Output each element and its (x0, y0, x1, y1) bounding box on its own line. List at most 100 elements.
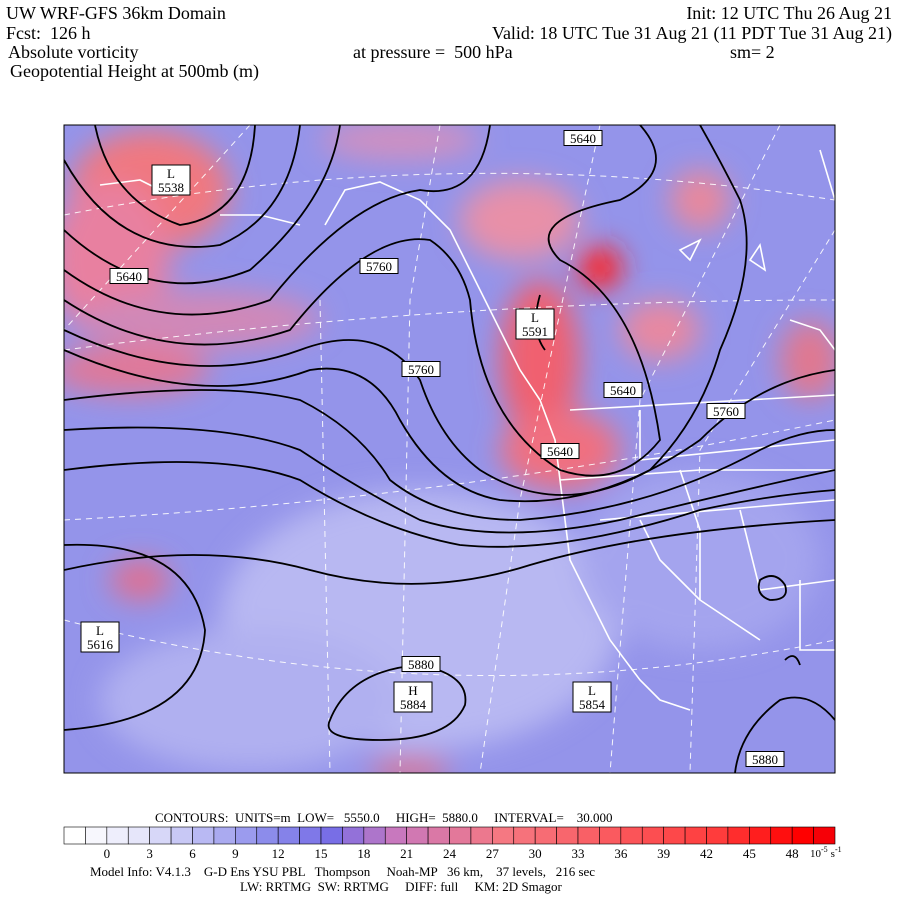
label-box (745, 751, 785, 767)
colorbar-swatch (342, 826, 365, 845)
label-box (706, 403, 746, 419)
colorbar-swatch (513, 826, 536, 845)
unit-sub-exp: -1 (835, 845, 842, 854)
map-frame (63, 124, 836, 774)
colorbar-swatch (641, 826, 664, 845)
colorbar-swatch (235, 826, 258, 845)
center-value: 5884 (400, 697, 427, 712)
map (64, 125, 835, 773)
field-name: Absolute vorticity (8, 42, 138, 62)
center-kind: L (588, 683, 596, 698)
colorbar-swatch (213, 826, 236, 845)
init-time: Init: 12 UTC Thu 26 Aug 21 (686, 3, 892, 23)
colorbar-unit: 10-5 s-1 (810, 845, 842, 860)
colorbar-swatch (770, 826, 793, 845)
colorbar: 0 3 6 9 12 15 18 21 24 27 30 33 36 39 42 45 48 (63, 826, 836, 861)
unit: s (831, 848, 835, 860)
colorbar-tick-label: 18 (357, 846, 370, 861)
label-box (401, 656, 441, 672)
center-kind: L (167, 166, 175, 181)
colorbar-tick-label: 3 (146, 846, 153, 861)
colorbar-tick-label: 48 (786, 846, 799, 861)
colorbar-swatch (106, 826, 129, 845)
colorbar-tick-label: 6 (189, 846, 196, 861)
unit-exp: -5 (821, 845, 828, 854)
colorbar-tick-label: 0 (104, 846, 111, 861)
pressure-level: at pressure = 500 hPa (353, 42, 513, 62)
label-box (359, 258, 399, 274)
label-box (109, 268, 149, 284)
colorbar-swatch (256, 826, 279, 845)
colorbar-swatch (127, 826, 150, 845)
contour-label: 5640 (570, 131, 596, 146)
colorbar-swatch (384, 826, 407, 845)
colorbar-swatch (192, 826, 215, 845)
colorbar-tick-label: 27 (486, 846, 500, 861)
contour-label: 5760 (713, 404, 739, 419)
label-box (80, 621, 120, 653)
physics-info: LW: RRTMG SW: RRTMG DIFF: full KM: 2D Sm… (240, 879, 563, 894)
colorbar-tick-label: 33 (572, 846, 585, 861)
colorbar-swatch (556, 826, 579, 845)
contour-label: 5640 (116, 269, 142, 284)
center-value: 5616 (87, 637, 114, 652)
contour-label: 5760 (366, 259, 392, 274)
colorbar-swatch (577, 826, 600, 845)
colorbar-swatch (406, 826, 429, 845)
colorbar-tick-label: 12 (272, 846, 285, 861)
contour-labels: 564056405760576056405760564058805880L553… (80, 130, 785, 767)
colorbar-swatch (427, 826, 450, 845)
center-value: 5854 (579, 697, 606, 712)
label-box (151, 164, 191, 196)
colorbar-swatch (170, 826, 193, 845)
colorbar-swatch (449, 826, 472, 845)
contour-label: 5640 (547, 444, 573, 459)
colorbar-tick-label: 21 (400, 846, 413, 861)
colorbar-swatch (85, 826, 108, 845)
center-kind: H (408, 683, 417, 698)
colorbar-swatch (492, 826, 515, 845)
smoothing: sm= 2 (730, 42, 775, 62)
colorbar-swatch (363, 826, 386, 845)
center-value: 5538 (158, 180, 184, 195)
contour-label: 5880 (752, 752, 778, 767)
colorbar-swatch (813, 826, 836, 845)
colorbar-swatch (663, 826, 686, 845)
colorbar-tick-label: 39 (657, 846, 670, 861)
contour-label: 5640 (610, 383, 636, 398)
unit-base: 10 (810, 848, 822, 860)
colorbar-swatch (620, 826, 643, 845)
colorbar-tick-label: 24 (443, 846, 457, 861)
contour-label: 5760 (408, 362, 434, 377)
colorbar-swatch (299, 826, 322, 845)
colorbar-swatch (470, 826, 493, 845)
label-box (572, 681, 612, 713)
colorbar-tick-label: 36 (614, 846, 628, 861)
model-info: Model Info: V4.1.3 G-D Ens YSU PBL Thomp… (90, 864, 595, 879)
colorbar-tick-label: 42 (700, 846, 713, 861)
colorbar-tick-label: 15 (315, 846, 328, 861)
label-box (515, 308, 555, 340)
center-value: 5591 (522, 324, 548, 339)
forecast-hour: Fcst: 126 h (6, 23, 91, 43)
colorbar-swatch (599, 826, 622, 845)
contour-label: 5880 (408, 657, 434, 672)
colorbar-tick-label: 9 (232, 846, 239, 861)
label-box (603, 382, 643, 398)
colorbar-swatch (749, 826, 772, 845)
label-box (393, 681, 433, 713)
colorbar-swatch (706, 826, 729, 845)
colorbar-swatch (149, 826, 172, 845)
colorbar-swatch (727, 826, 750, 845)
center-kind: L (96, 623, 104, 638)
label-box (563, 130, 603, 146)
valid-time: Valid: 18 UTC Tue 31 Aug 21 (11 PDT Tue … (492, 23, 892, 44)
label-box (540, 443, 580, 459)
center-kind: L (531, 310, 539, 325)
colorbar-tick-label: 30 (529, 846, 542, 861)
colorbar-swatch (320, 826, 343, 845)
title: UW WRF-GFS 36km Domain (6, 3, 226, 23)
colorbar-swatch (791, 826, 814, 845)
field-name-2: Geopotential Height at 500mb (m) (10, 61, 259, 82)
